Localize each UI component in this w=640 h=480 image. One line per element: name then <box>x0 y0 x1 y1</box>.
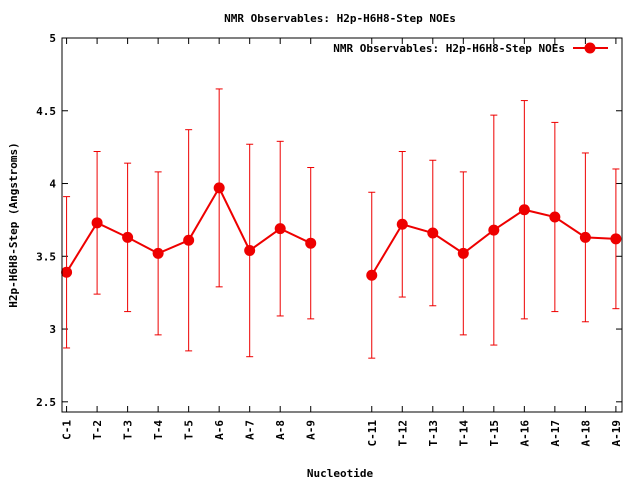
x-tick-label: T-2 <box>91 420 104 440</box>
plot-frame <box>61 37 623 413</box>
data-point <box>274 223 286 235</box>
data-point <box>91 217 103 229</box>
x-tick-label: A-16 <box>518 420 531 447</box>
y-tick-label: 4 <box>49 178 56 191</box>
x-tick-label: T-3 <box>122 420 135 440</box>
data-point <box>488 224 500 236</box>
y-tick-label: 3.5 <box>36 250 56 263</box>
data-point <box>122 231 134 243</box>
x-tick-label: T-14 <box>457 420 470 447</box>
data-point <box>152 247 164 259</box>
y-tick-label: 2.5 <box>36 396 56 409</box>
legend-label: NMR Observables: H2p-H6H8-Step NOEs <box>333 42 565 55</box>
x-tick-label: A-8 <box>274 420 287 440</box>
data-point <box>366 269 378 281</box>
y-tick-label: 3 <box>49 323 56 336</box>
x-tick-label: A-19 <box>610 420 623 447</box>
legend: NMR Observables: H2p-H6H8-Step NOEs <box>333 42 608 55</box>
y-tick-label: 5 <box>49 32 56 45</box>
x-tick-label: A-9 <box>305 420 318 440</box>
data-point <box>396 218 408 230</box>
x-axis-label: Nucleotide <box>307 467 374 480</box>
data-point <box>305 237 317 249</box>
x-tick-label: A-6 <box>213 420 226 440</box>
x-tick-label: T-13 <box>427 420 440 447</box>
x-tick-label: A-18 <box>579 420 592 447</box>
legend-marker-swatch <box>584 42 596 54</box>
y-tick-label: 4.5 <box>36 105 56 118</box>
x-tick-label: A-7 <box>244 420 257 440</box>
x-tick-label: C-11 <box>366 420 379 447</box>
x-tick-label: C-1 <box>61 420 74 440</box>
x-tick-label: A-17 <box>549 420 562 447</box>
y-axis-label: H2p-H6H8-Step (Angstroms) <box>7 142 20 308</box>
data-point <box>61 266 73 278</box>
x-tick-label: T-5 <box>183 420 196 440</box>
data-point <box>427 227 439 239</box>
data-point <box>549 211 561 223</box>
x-tick-label: T-4 <box>152 420 165 440</box>
x-tick-label: T-15 <box>488 420 501 447</box>
chart-title: NMR Observables: H2p-H6H8-Step NOEs <box>224 12 456 25</box>
data-point <box>244 244 256 256</box>
data-point <box>518 204 530 216</box>
plot-area: 2.5 3 3.5 4 4.5 5 C-1 T-2 T-3 T-4 T-5 A-6 A-7 A-8 A-9 C… <box>36 32 623 447</box>
data-point <box>579 231 591 243</box>
data-point <box>457 247 469 259</box>
x-tick-label: T-12 <box>396 420 409 447</box>
data-point <box>213 182 225 194</box>
data-point <box>610 233 622 245</box>
data-point <box>183 234 195 246</box>
